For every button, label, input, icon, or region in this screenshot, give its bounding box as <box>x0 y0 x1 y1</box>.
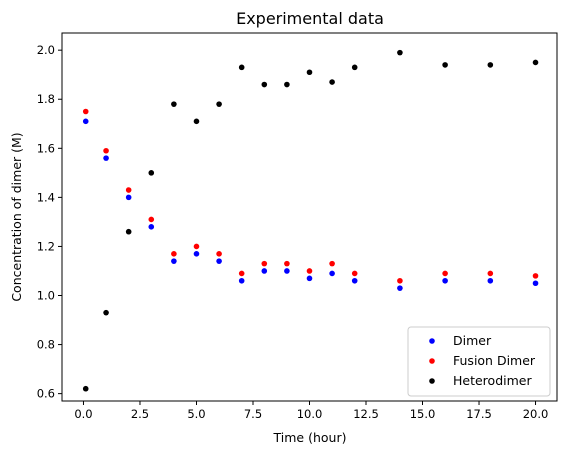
x-tick-label: 10.0 <box>297 407 323 421</box>
data-point-dimer <box>351 277 358 284</box>
x-tick-label: 0.0 <box>74 407 92 421</box>
data-point-heterodimer <box>532 59 539 66</box>
y-axis-ticks: 0.6 0.8 1.0 1.2 1.4 1.6 1.8 2.0 <box>37 43 62 401</box>
legend-marker-dimer <box>429 338 435 344</box>
data-point-dimer <box>171 258 177 264</box>
y-tick-label: 0.6 <box>37 387 55 401</box>
x-tick-label: 5.0 <box>187 407 205 421</box>
data-point-dimer <box>487 277 494 284</box>
series-dimer <box>82 118 539 291</box>
data-point-dimer <box>193 251 200 257</box>
data-point-dimer <box>125 194 132 201</box>
data-point-heterodimer <box>171 101 177 107</box>
x-tick-label: 20.0 <box>523 407 549 421</box>
x-tick-label: 2.5 <box>131 407 149 421</box>
data-point-heterodimer <box>397 49 403 56</box>
plot-frame <box>61 32 558 402</box>
data-point-fusion-dimer <box>306 268 313 274</box>
data-point-heterodimer <box>351 64 358 71</box>
data-point-fusion-dimer <box>442 270 448 277</box>
legend-label-dimer: Dimer <box>453 333 492 348</box>
data-point-dimer <box>103 155 109 161</box>
data-point-dimer <box>216 258 222 264</box>
data-point-dimer <box>284 268 290 274</box>
series-fusion-dimer <box>82 108 539 284</box>
x-axis-label: Time (hour) <box>273 430 347 445</box>
data-point-dimer <box>329 270 335 277</box>
data-point-heterodimer <box>148 170 155 176</box>
legend-marker-heterodimer <box>429 378 435 384</box>
data-point-heterodimer <box>193 118 200 125</box>
data-point-heterodimer <box>103 309 109 316</box>
chart-title: Experimental data <box>236 9 384 28</box>
x-tick-label: 17.5 <box>466 407 492 421</box>
data-point-heterodimer <box>261 81 268 88</box>
y-tick-label: 0.8 <box>37 338 55 352</box>
y-axis-label: Concentration of dimer (M) <box>9 132 24 301</box>
legend: Dimer Fusion Dimer Heterodimer <box>407 326 551 397</box>
data-point-dimer <box>532 280 539 287</box>
legend-label-heterodimer: Heterodimer <box>453 373 532 388</box>
data-point-heterodimer <box>487 62 494 68</box>
data-point-heterodimer <box>216 101 222 107</box>
data-point-dimer <box>238 277 245 284</box>
data-point-fusion-dimer <box>193 243 200 250</box>
data-point-heterodimer <box>125 228 132 235</box>
data-point-heterodimer <box>329 79 335 85</box>
legend-label-fusion-dimer: Fusion Dimer <box>453 353 536 368</box>
data-point-dimer <box>261 268 268 274</box>
y-tick-label: 1.0 <box>37 289 55 303</box>
data-point-fusion-dimer <box>329 260 335 267</box>
data-point-fusion-dimer <box>148 216 155 223</box>
series-heterodimer <box>82 49 539 392</box>
y-tick-label: 2.0 <box>37 43 55 57</box>
x-axis-ticks: 0.0 2.5 5.0 7.5 10.0 12.5 15.0 17.5 20.0 <box>74 401 548 421</box>
data-point-fusion-dimer <box>125 187 132 193</box>
data-point-dimer <box>306 275 313 282</box>
y-tick-label: 1.8 <box>37 92 55 106</box>
data-point-fusion-dimer <box>532 273 539 279</box>
data-point-dimer <box>82 118 89 125</box>
data-point-dimer <box>148 224 155 230</box>
y-tick-label: 1.6 <box>37 141 55 155</box>
data-point-fusion-dimer <box>487 270 494 277</box>
data-point-fusion-dimer <box>82 108 89 115</box>
x-tick-label: 7.5 <box>244 407 262 421</box>
data-point-fusion-dimer <box>351 270 358 277</box>
data-point-dimer <box>397 285 403 291</box>
data-point-fusion-dimer <box>238 270 245 277</box>
data-point-fusion-dimer <box>284 260 290 267</box>
legend-box <box>407 326 551 397</box>
data-point-fusion-dimer <box>216 251 222 257</box>
data-point-fusion-dimer <box>261 260 268 267</box>
plot-marks <box>82 49 539 392</box>
data-point-fusion-dimer <box>103 147 109 154</box>
legend-marker-fusion-dimer <box>429 358 435 364</box>
x-tick-label: 15.0 <box>410 407 436 421</box>
data-point-heterodimer <box>284 81 290 88</box>
data-point-heterodimer <box>306 69 313 76</box>
data-point-heterodimer <box>238 64 245 71</box>
data-point-dimer <box>442 277 448 284</box>
data-point-fusion-dimer <box>397 277 403 284</box>
y-tick-label: 1.2 <box>37 239 55 253</box>
y-tick-label: 1.4 <box>37 190 55 204</box>
data-point-heterodimer <box>442 62 448 68</box>
data-point-heterodimer <box>82 385 89 392</box>
data-point-fusion-dimer <box>171 251 177 257</box>
x-tick-label: 12.5 <box>353 407 379 421</box>
